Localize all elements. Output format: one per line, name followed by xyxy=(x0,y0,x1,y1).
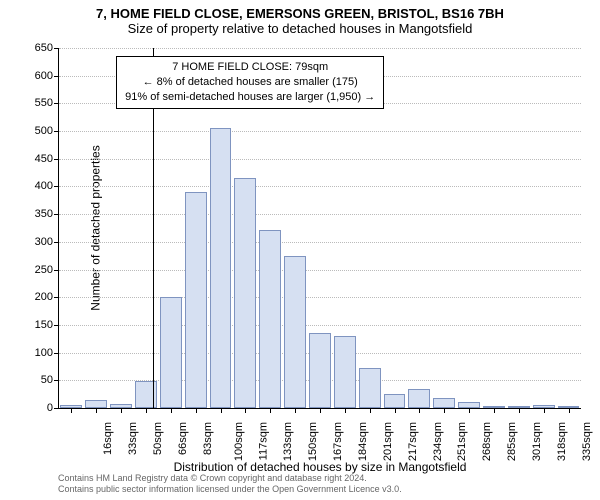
title-line-1: 7, HOME FIELD CLOSE, EMERSONS GREEN, BRI… xyxy=(0,6,600,21)
x-tick-mark xyxy=(444,408,445,413)
y-tick-label: 650 xyxy=(35,42,59,54)
x-tick-mark xyxy=(419,408,420,413)
histogram-bar xyxy=(234,178,256,408)
footer-line-2: Contains public sector information licen… xyxy=(58,484,402,496)
x-tick-mark xyxy=(395,408,396,413)
y-tick-label: 150 xyxy=(35,319,59,331)
y-tick-label: 0 xyxy=(47,402,59,414)
histogram-bar xyxy=(284,256,306,408)
x-tick-mark xyxy=(569,408,570,413)
x-tick-label: 184sqm xyxy=(357,422,369,461)
x-tick-label: 83sqm xyxy=(202,422,214,455)
x-tick-mark xyxy=(270,408,271,413)
gridline xyxy=(59,242,581,244)
x-tick-mark xyxy=(494,408,495,413)
x-tick-label: 285sqm xyxy=(506,422,518,461)
y-axis-label: Number of detached properties xyxy=(89,145,103,310)
gridline xyxy=(59,297,581,299)
x-tick-mark xyxy=(71,408,72,413)
title-line-2: Size of property relative to detached ho… xyxy=(0,21,600,36)
gridline xyxy=(59,48,581,50)
chart-plot-area: Number of detached properties Distributi… xyxy=(58,48,581,409)
y-tick-label: 400 xyxy=(35,180,59,192)
x-tick-label: 335sqm xyxy=(581,422,593,461)
y-tick-label: 450 xyxy=(35,153,59,165)
y-tick-label: 50 xyxy=(41,374,59,386)
histogram-bar xyxy=(433,398,455,408)
x-tick-mark xyxy=(171,408,172,413)
x-tick-label: 167sqm xyxy=(332,422,344,461)
gridline xyxy=(59,159,581,161)
histogram-bar xyxy=(359,368,381,408)
x-tick-mark xyxy=(196,408,197,413)
x-tick-label: 301sqm xyxy=(531,422,543,461)
histogram-bar xyxy=(85,400,107,408)
histogram-bar xyxy=(160,297,182,408)
x-tick-label: 234sqm xyxy=(432,422,444,461)
x-tick-label: 66sqm xyxy=(177,422,189,455)
histogram-bar xyxy=(309,333,331,408)
histogram-bar xyxy=(334,336,356,408)
callout-line: ← 8% of detached houses are smaller (175… xyxy=(125,75,375,90)
histogram-bar xyxy=(384,394,406,408)
x-tick-label: 117sqm xyxy=(257,422,269,460)
callout-line: 7 HOME FIELD CLOSE: 79sqm xyxy=(125,60,375,75)
histogram-bar xyxy=(185,192,207,408)
x-tick-label: 100sqm xyxy=(233,422,245,461)
x-tick-mark xyxy=(96,408,97,413)
y-tick-label: 500 xyxy=(35,125,59,137)
footer-attribution: Contains HM Land Registry data © Crown c… xyxy=(58,473,402,496)
x-tick-mark xyxy=(519,408,520,413)
gridline xyxy=(59,214,581,216)
x-tick-label: 33sqm xyxy=(127,422,139,455)
x-tick-mark xyxy=(370,408,371,413)
x-tick-label: 217sqm xyxy=(407,422,419,461)
x-tick-label: 133sqm xyxy=(283,422,295,461)
y-tick-label: 100 xyxy=(35,347,59,359)
x-tick-mark xyxy=(121,408,122,413)
x-tick-mark xyxy=(544,408,545,413)
histogram-bar xyxy=(210,128,232,408)
x-tick-label: 318sqm xyxy=(556,422,568,461)
y-tick-label: 550 xyxy=(35,97,59,109)
footer-line-1: Contains HM Land Registry data © Crown c… xyxy=(58,473,402,485)
y-tick-label: 300 xyxy=(35,236,59,248)
x-tick-label: 268sqm xyxy=(481,422,493,461)
x-tick-label: 16sqm xyxy=(102,422,114,455)
callout-box: 7 HOME FIELD CLOSE: 79sqm← 8% of detache… xyxy=(116,56,384,109)
x-tick-label: 150sqm xyxy=(307,422,319,461)
gridline xyxy=(59,325,581,327)
histogram-bar xyxy=(408,389,430,408)
x-tick-mark xyxy=(245,408,246,413)
gridline xyxy=(59,186,581,188)
callout-line: 91% of semi-detached houses are larger (… xyxy=(125,90,375,105)
gridline xyxy=(59,131,581,133)
gridline xyxy=(59,270,581,272)
y-tick-label: 250 xyxy=(35,264,59,276)
histogram-bar xyxy=(259,230,281,408)
x-tick-mark xyxy=(469,408,470,413)
x-tick-label: 50sqm xyxy=(152,422,164,455)
x-tick-mark xyxy=(221,408,222,413)
x-tick-mark xyxy=(295,408,296,413)
y-tick-label: 350 xyxy=(35,208,59,220)
x-tick-mark xyxy=(146,408,147,413)
y-tick-label: 200 xyxy=(35,291,59,303)
y-tick-label: 600 xyxy=(35,70,59,82)
x-tick-label: 201sqm xyxy=(382,422,394,461)
x-tick-mark xyxy=(320,408,321,413)
x-tick-label: 251sqm xyxy=(457,422,469,461)
x-tick-mark xyxy=(345,408,346,413)
